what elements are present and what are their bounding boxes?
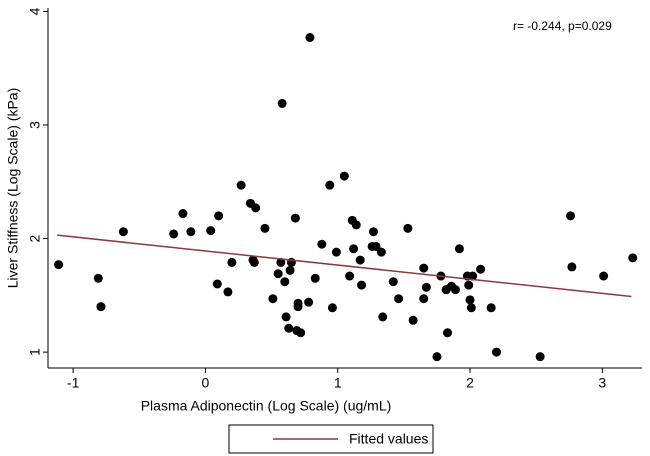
fitted-line <box>57 234 632 298</box>
y-axis-label: Liver Stiffness (Log Scale) (kPa) <box>5 88 21 289</box>
legend-label: Fitted values <box>349 431 428 447</box>
x-axis-label: Plasma Adiponectin (Log Scale) (ug/mL) <box>141 398 392 414</box>
point <box>450 285 460 295</box>
point <box>408 315 418 325</box>
point <box>305 33 315 43</box>
x-tick-label: 3 <box>598 375 606 391</box>
point <box>93 273 103 283</box>
point <box>276 257 286 267</box>
point <box>317 239 327 249</box>
point <box>54 260 64 270</box>
point <box>280 277 290 287</box>
point <box>454 244 464 254</box>
point <box>464 280 474 290</box>
point <box>249 257 259 267</box>
point <box>376 247 386 257</box>
point <box>339 171 349 181</box>
point <box>476 264 486 274</box>
point <box>251 203 261 213</box>
point <box>351 220 361 230</box>
point <box>432 352 442 362</box>
point <box>331 247 341 257</box>
point <box>296 328 306 338</box>
point <box>468 271 478 281</box>
point <box>486 303 496 313</box>
point <box>281 312 291 322</box>
x-tick-label: 0 <box>202 375 210 391</box>
point <box>628 253 638 263</box>
point <box>325 180 335 190</box>
point <box>349 244 359 254</box>
point <box>214 211 224 221</box>
point <box>419 294 429 304</box>
y-tick-label: 2 <box>27 234 43 242</box>
point <box>566 211 576 221</box>
point <box>273 269 283 279</box>
point <box>96 302 106 312</box>
point <box>371 241 381 251</box>
point <box>357 280 367 290</box>
point <box>394 294 404 304</box>
point <box>345 271 355 281</box>
point <box>206 226 216 236</box>
point <box>212 279 222 289</box>
y-tick-label: 1 <box>27 348 43 356</box>
point <box>223 287 233 297</box>
x-tick-label: 1 <box>334 375 342 391</box>
point <box>118 227 128 237</box>
point <box>443 328 453 338</box>
point <box>290 213 300 223</box>
point <box>227 257 237 267</box>
point <box>285 265 295 275</box>
annotation: r= -0.244, p=0.029 <box>513 19 612 33</box>
point <box>368 227 378 237</box>
point <box>535 352 545 362</box>
x-tick-label: 2 <box>466 375 474 391</box>
point <box>599 271 609 281</box>
point <box>268 294 278 304</box>
point <box>355 255 365 265</box>
y-tick-label: 3 <box>27 121 43 129</box>
point <box>293 298 303 308</box>
point <box>178 209 188 219</box>
point <box>466 303 476 313</box>
point <box>491 347 501 357</box>
point <box>403 223 413 233</box>
point <box>567 262 577 272</box>
point <box>310 273 320 283</box>
point <box>284 323 294 333</box>
point <box>169 229 179 239</box>
x-tick-label: -1 <box>67 375 80 391</box>
point <box>421 282 431 292</box>
y-tick-label: 4 <box>27 7 43 15</box>
point <box>378 312 388 322</box>
point <box>236 180 246 190</box>
point <box>388 277 398 287</box>
point <box>260 223 270 233</box>
point <box>186 227 196 237</box>
point <box>304 297 314 307</box>
point <box>419 263 429 273</box>
point <box>465 295 475 305</box>
point <box>327 303 337 313</box>
point <box>277 98 287 108</box>
